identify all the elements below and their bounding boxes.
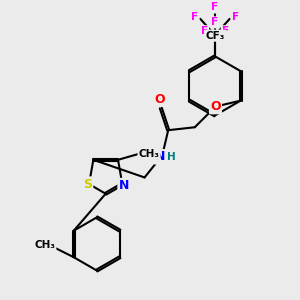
Text: F: F <box>222 26 229 36</box>
Text: CH₃: CH₃ <box>34 240 55 250</box>
Text: O: O <box>210 100 221 113</box>
Text: H: H <box>167 152 176 162</box>
Text: CF₃: CF₃ <box>205 31 225 41</box>
Text: O: O <box>154 93 165 106</box>
Text: F: F <box>201 26 208 36</box>
Text: F: F <box>191 12 199 22</box>
Text: N: N <box>155 150 165 163</box>
Text: F: F <box>212 17 219 27</box>
Text: F: F <box>232 12 239 22</box>
Text: CH₃: CH₃ <box>139 149 160 159</box>
Text: N: N <box>118 179 129 192</box>
Text: F: F <box>212 2 219 12</box>
Text: S: S <box>83 178 92 190</box>
